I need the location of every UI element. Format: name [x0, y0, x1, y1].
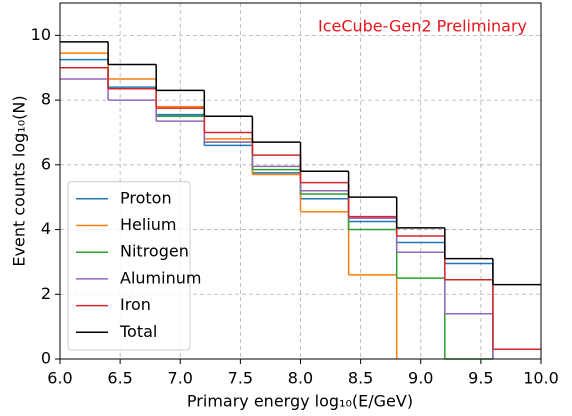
y-tick-label: 6 — [41, 154, 51, 173]
x-tick-label: 6.5 — [107, 369, 132, 388]
series-total — [60, 41, 541, 286]
y-tick-label: 10 — [31, 25, 51, 44]
legend-label: Aluminum — [120, 268, 201, 287]
y-tick-label: 4 — [41, 219, 51, 238]
x-tick-label: 8.0 — [288, 369, 313, 388]
y-tick-label: 2 — [41, 284, 51, 303]
x-tick-label: 6.0 — [47, 369, 72, 388]
legend-label: Proton — [120, 188, 172, 207]
x-tick-label: 9.5 — [468, 369, 493, 388]
y-tick-label: 8 — [41, 90, 51, 109]
legend — [67, 181, 191, 351]
x-tick-label: 9.0 — [408, 369, 433, 388]
x-tick-label: 7.0 — [168, 369, 193, 388]
legend-label: Helium — [120, 215, 177, 234]
legend-label: Total — [119, 322, 157, 341]
legend-label: Nitrogen — [120, 242, 189, 261]
x-tick-label: 7.5 — [228, 369, 253, 388]
x-tick-label: 8.5 — [348, 369, 373, 388]
x-tick-label: 10.0 — [523, 369, 559, 388]
plot-frame — [59, 2, 542, 360]
series-iron — [60, 66, 541, 351]
legend-label: Iron — [120, 295, 151, 314]
y-axis-label: Event counts log₁₀(N) — [10, 95, 29, 266]
annotation: IceCube-Gen2 Preliminary — [318, 17, 527, 36]
y-tick-label: 0 — [41, 349, 51, 368]
x-axis-label: Primary energy log₁₀(E/GeV) — [187, 392, 413, 411]
